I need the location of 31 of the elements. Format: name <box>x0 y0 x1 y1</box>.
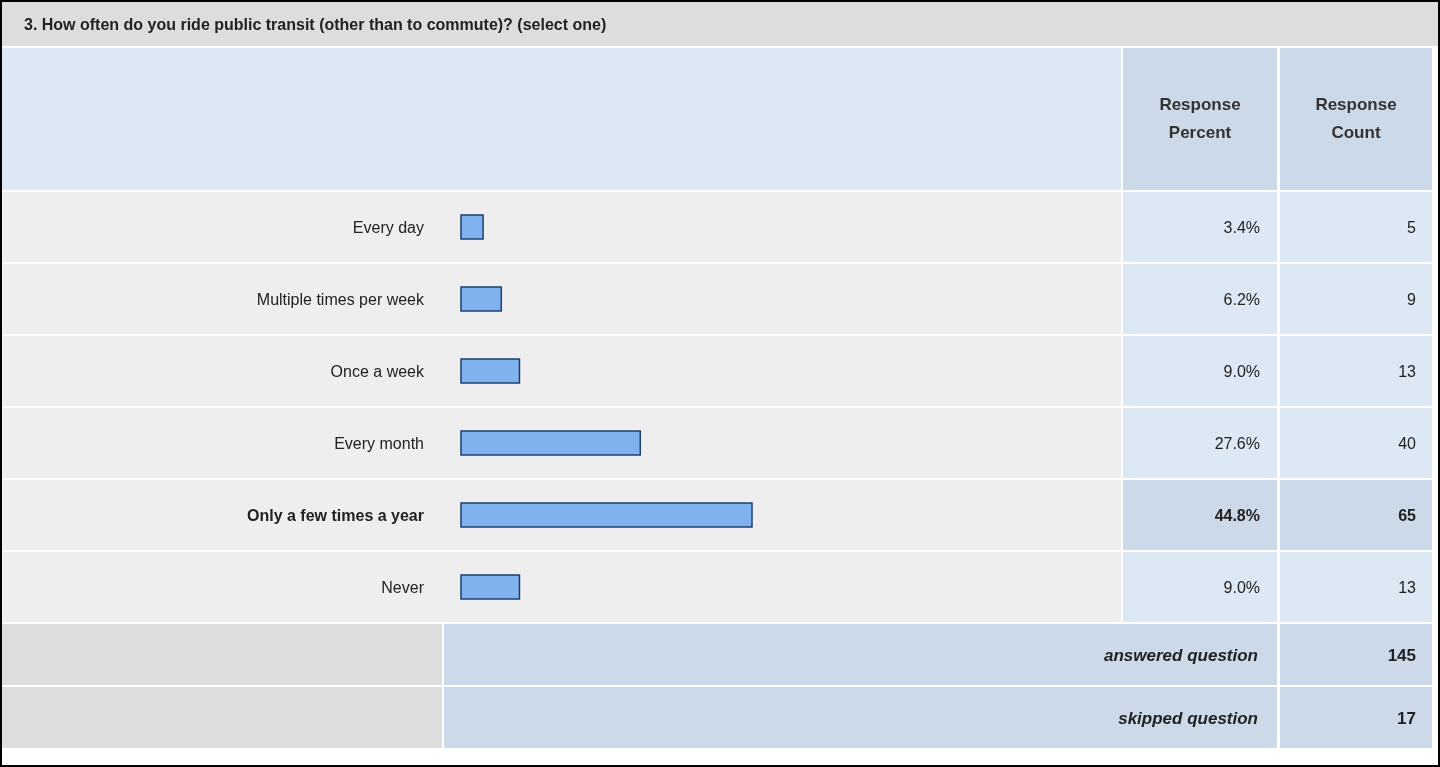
data-label: 9.0% <box>1223 579 1260 596</box>
y-tick-label: Only a few times a year <box>247 507 424 524</box>
bar <box>460 430 642 456</box>
text: answered question <box>1104 645 1258 665</box>
text: skipped question <box>1118 708 1258 728</box>
bar <box>460 358 521 384</box>
text: 65 <box>1398 507 1417 524</box>
text: Response Count <box>1315 95 1397 142</box>
text: 3. How often do you ride public transit (other than to commute)? (select one) <box>24 16 607 33</box>
bar <box>460 574 521 600</box>
data-label: 44.8% <box>1214 507 1260 524</box>
y-tick-label: Once a week <box>330 363 425 380</box>
y-tick-label: Every month <box>334 435 424 452</box>
y-tick-label: Never <box>381 579 425 596</box>
y-tick-label: Multiple times per week <box>256 291 425 308</box>
text: 5 <box>1407 219 1417 236</box>
text: 145 <box>1387 645 1416 665</box>
text: Response Percent <box>1159 95 1241 142</box>
text: 9 <box>1407 291 1417 308</box>
data-label: 9.0% <box>1223 363 1260 380</box>
bar <box>460 286 503 312</box>
data-label: 27.6% <box>1214 435 1260 452</box>
bar <box>460 502 753 528</box>
data-label: 3.4% <box>1223 219 1260 236</box>
y-tick-label: Every day <box>352 219 424 236</box>
text: 13 <box>1398 579 1417 596</box>
bar <box>460 214 484 240</box>
data-label: 6.2% <box>1223 291 1260 308</box>
text: 40 <box>1398 435 1417 452</box>
text: 17 <box>1397 708 1416 728</box>
text: 13 <box>1398 363 1417 380</box>
